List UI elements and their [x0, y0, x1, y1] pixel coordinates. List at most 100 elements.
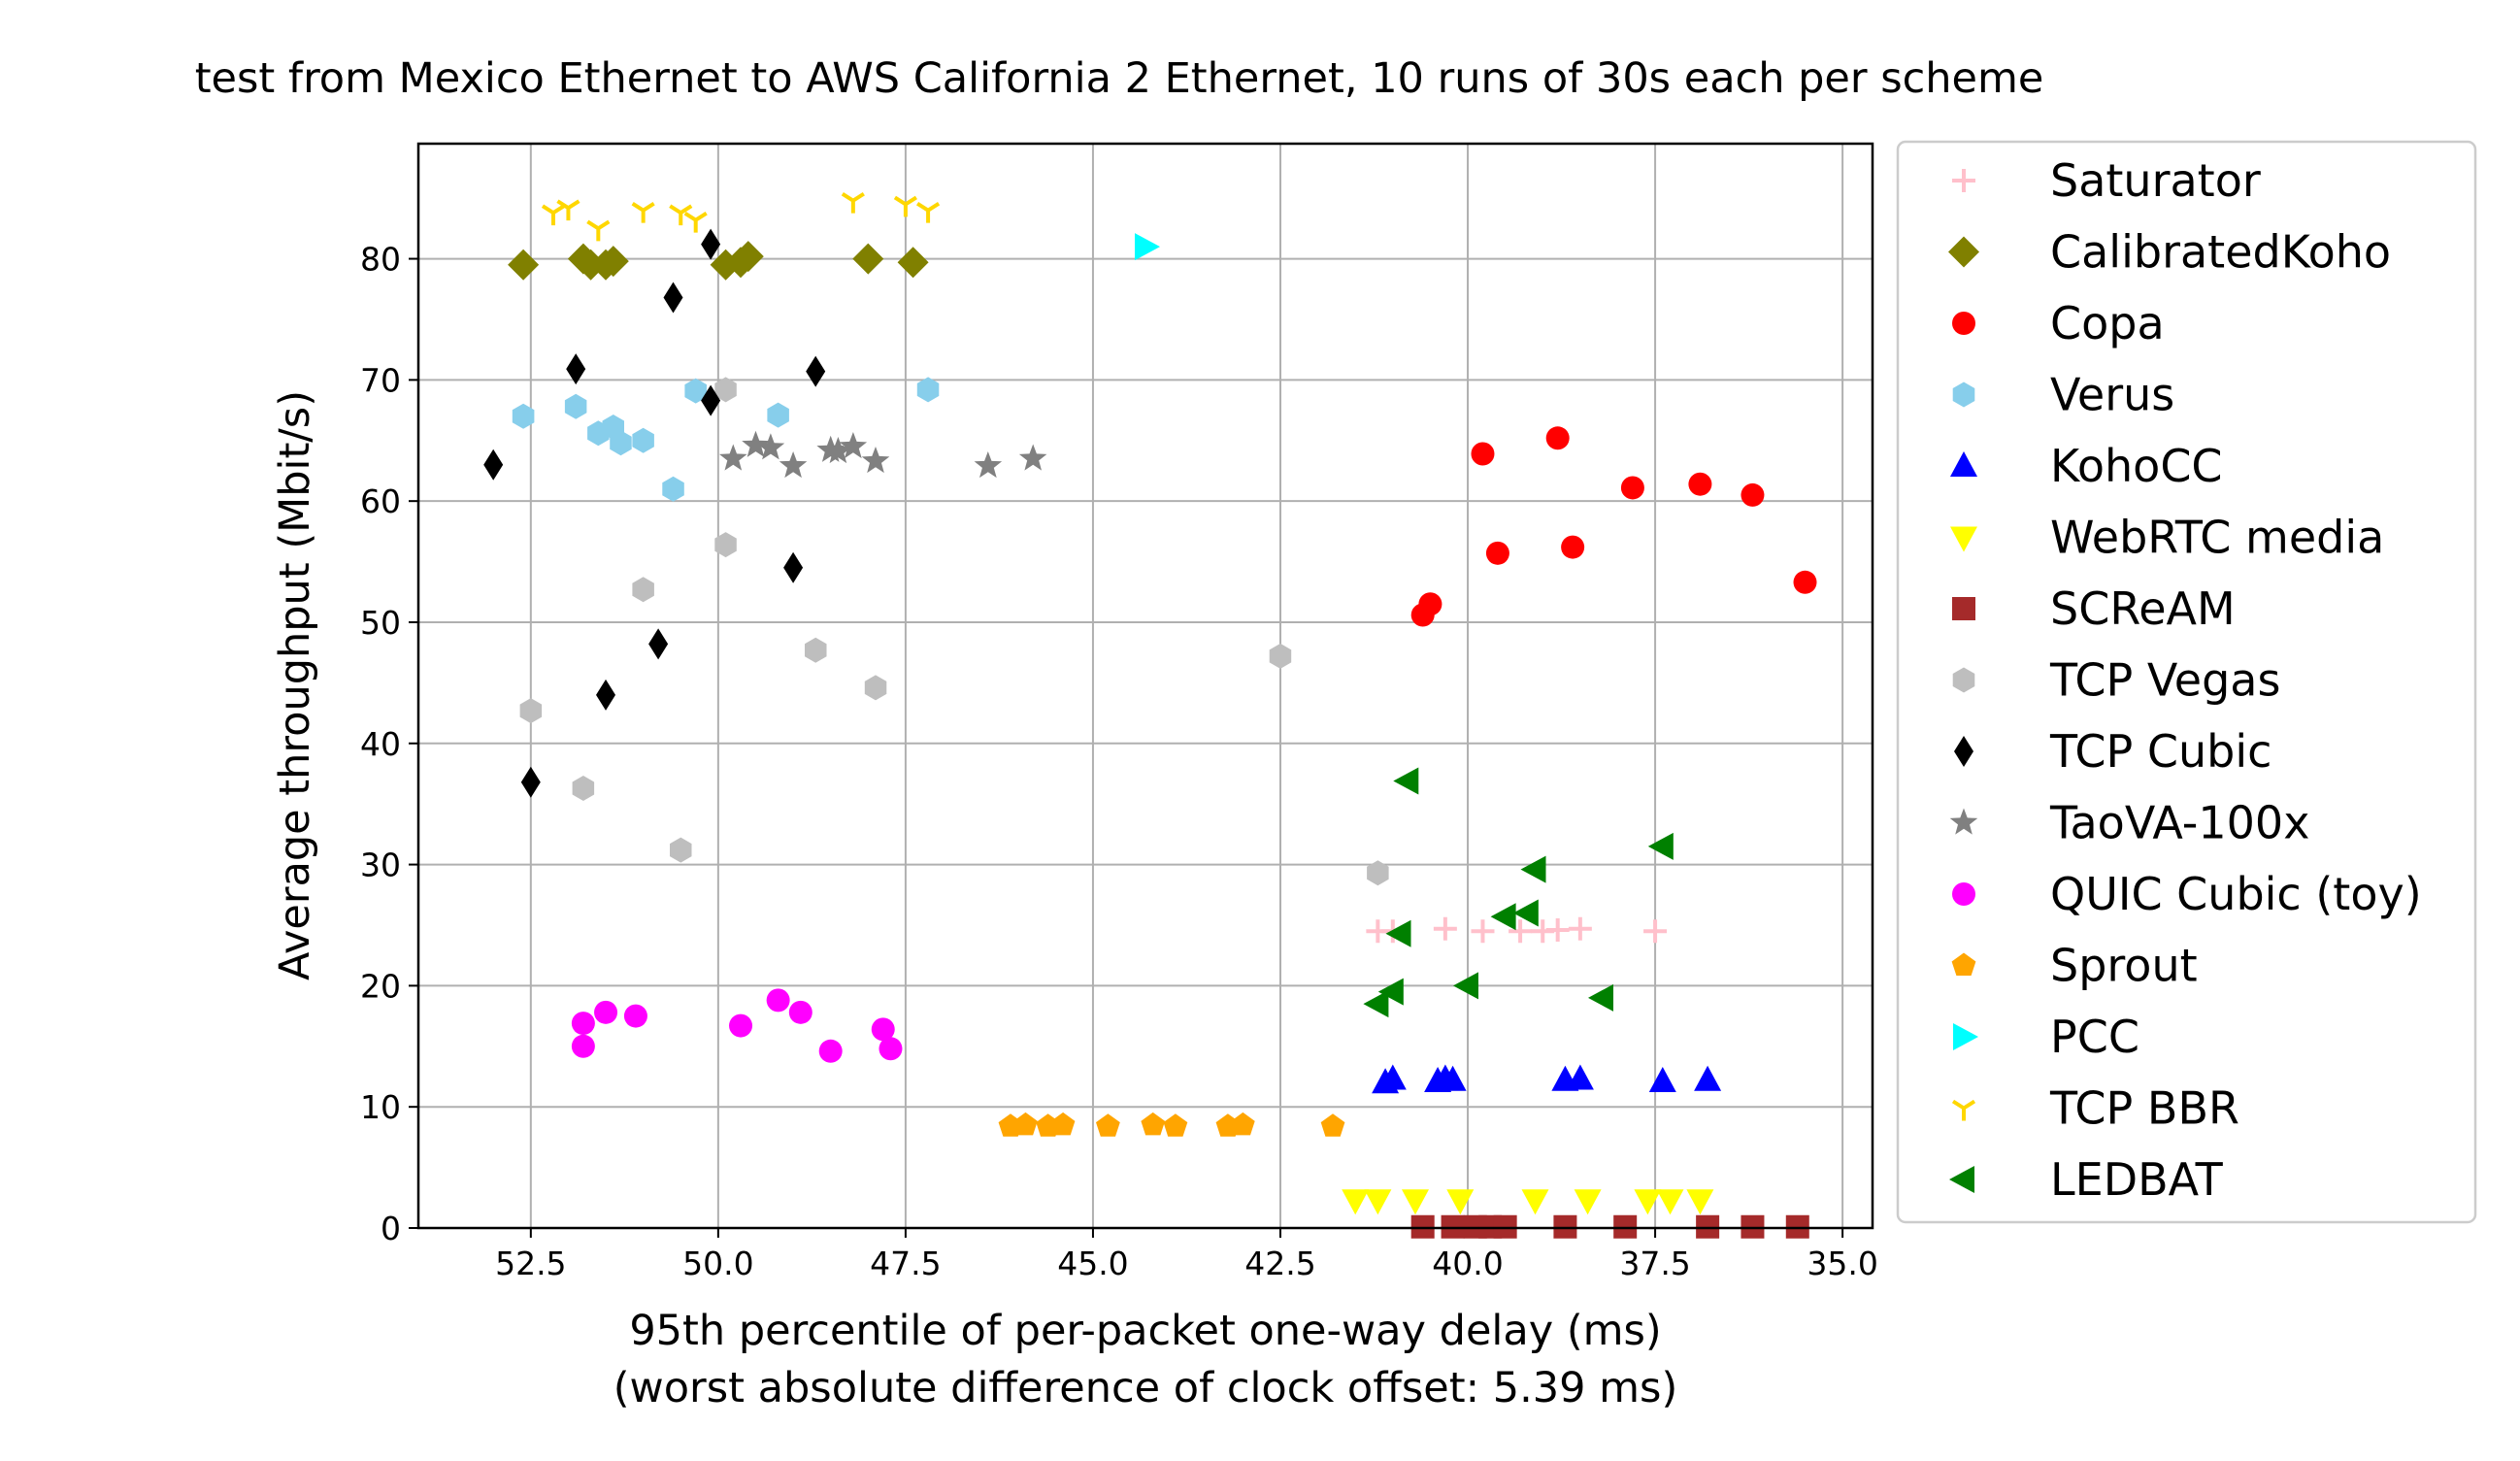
- legend-label: TCP BBR: [2049, 1082, 2239, 1135]
- data-point: [520, 766, 541, 798]
- data-point: [701, 384, 721, 416]
- data-point: [1320, 1113, 1345, 1137]
- data-point: [1418, 592, 1442, 616]
- data-point: [1656, 1189, 1684, 1215]
- data-point: [519, 698, 543, 724]
- data-point: [1013, 1112, 1038, 1136]
- x-tick-label: 40.0: [1432, 1245, 1503, 1282]
- data-point: [571, 1012, 595, 1036]
- x-tick-label: 37.5: [1619, 1245, 1690, 1282]
- data-point: [1620, 476, 1644, 500]
- data-point: [779, 451, 808, 479]
- legend-marker: [1950, 526, 1977, 552]
- x-tick-label: 35.0: [1807, 1245, 1877, 1282]
- chart-title: test from Mexico Ethernet to AWS Califor…: [195, 54, 2044, 103]
- series-ledbat: [1363, 767, 1674, 1018]
- x-axis-label: 95th percentile of per-packet one-way de…: [629, 1307, 1661, 1355]
- plot-area-frame: [416, 142, 1874, 1230]
- y-tick-label: 10: [360, 1088, 401, 1126]
- series-copa: [1410, 426, 1817, 627]
- data-point: [1647, 832, 1674, 860]
- legend-label: KohoCC: [2050, 440, 2223, 492]
- data-point: [871, 1017, 895, 1042]
- data-point: [1686, 1189, 1714, 1215]
- data-point: [915, 201, 941, 223]
- data-point: [1566, 1064, 1594, 1090]
- legend-label: LEDBAT: [2050, 1153, 2224, 1206]
- y-tick-label: 50: [360, 604, 401, 642]
- legend-label: TaoVA-100x: [2049, 797, 2309, 849]
- data-point: [1439, 1065, 1467, 1091]
- data-point: [861, 447, 890, 474]
- legend-label: Saturator: [2050, 154, 2261, 207]
- data-point: [1096, 1113, 1120, 1137]
- data-point: [729, 1013, 753, 1038]
- y-tick-label: 80: [360, 241, 401, 279]
- data-point: [1363, 990, 1389, 1018]
- data-point: [1741, 482, 1765, 507]
- legend-label: TCP Vegas: [2049, 654, 2280, 707]
- legend-marker: [1952, 667, 1975, 693]
- legend-marker: [1950, 451, 1977, 477]
- series-verus: [512, 377, 940, 502]
- legend-marker: [1953, 1023, 1978, 1050]
- data-point: [1568, 916, 1592, 941]
- data-point: [662, 476, 684, 502]
- series-saturator: [1366, 916, 1668, 944]
- data-point: [719, 444, 747, 471]
- y-tick-label: 40: [360, 725, 401, 763]
- x-axis-label-secondary: (worst absolute difference of clock offs…: [613, 1364, 1677, 1412]
- data-point: [1521, 1189, 1549, 1215]
- data-point: [1509, 919, 1533, 944]
- data-point: [508, 249, 540, 281]
- legend-label: TCP Cubic: [2049, 725, 2271, 778]
- data-point: [1634, 1189, 1662, 1215]
- series-webrtc-media: [1342, 1189, 1714, 1215]
- data-point: [1485, 541, 1509, 565]
- data-point: [916, 377, 940, 403]
- data-point: [1402, 1189, 1429, 1215]
- data-point: [852, 243, 884, 275]
- data-point: [1231, 1112, 1255, 1136]
- data-point: [1377, 978, 1404, 1006]
- y-tick-label: 0: [381, 1210, 401, 1247]
- x-tick-label: 52.5: [495, 1245, 566, 1282]
- data-point: [788, 1000, 812, 1024]
- legend-item-calibratedkoho: CalibratedKoho: [1948, 226, 2391, 279]
- legend: Saturator CalibratedKoho Copa Verus KohoCC We…: [1896, 140, 2477, 1224]
- legend-item-webrtc-media: WebRTC media: [1950, 512, 2384, 564]
- series-taova-100x: [719, 430, 1047, 479]
- data-point: [818, 1039, 843, 1063]
- data-point: [1135, 233, 1160, 261]
- legend-item-pcc: PCC: [1953, 1011, 2139, 1063]
- legend-label: Sprout: [2050, 940, 2198, 992]
- data-point: [683, 211, 708, 233]
- legend-item-tcp-bbr: TCP BBR: [1951, 1082, 2239, 1135]
- data-point: [893, 195, 917, 217]
- x-tick-label: 42.5: [1244, 1245, 1315, 1282]
- data-point: [841, 191, 865, 214]
- data-point: [572, 776, 595, 801]
- data-point: [1490, 903, 1516, 931]
- data-point: [1367, 860, 1389, 886]
- legend-item-ledbat: LEDBAT: [1949, 1153, 2224, 1206]
- data-point: [632, 577, 654, 603]
- data-point: [483, 448, 504, 481]
- data-point: [1446, 1189, 1475, 1215]
- y-tick-label: 60: [360, 482, 401, 520]
- legend-item-scream: SCReAM: [1952, 582, 2236, 635]
- data-point: [1545, 426, 1570, 450]
- legend-item-verus: Verus: [1952, 369, 2174, 421]
- series-tcp-cubic: [483, 228, 826, 798]
- legend-label: PCC: [2050, 1011, 2139, 1063]
- data-point: [1512, 899, 1539, 927]
- data-point: [648, 628, 669, 660]
- legend-marker: [1952, 382, 1975, 408]
- data-point: [1378, 1064, 1407, 1090]
- legend-item-copa: Copa: [1952, 297, 2165, 349]
- data-point: [1793, 570, 1817, 594]
- x-tick-label: 50.0: [682, 1245, 753, 1282]
- series-quic-cubic-toy: [571, 988, 903, 1063]
- legend-label: QUIC Cubic (toy): [2050, 868, 2422, 920]
- y-tick-label: 20: [360, 967, 401, 1005]
